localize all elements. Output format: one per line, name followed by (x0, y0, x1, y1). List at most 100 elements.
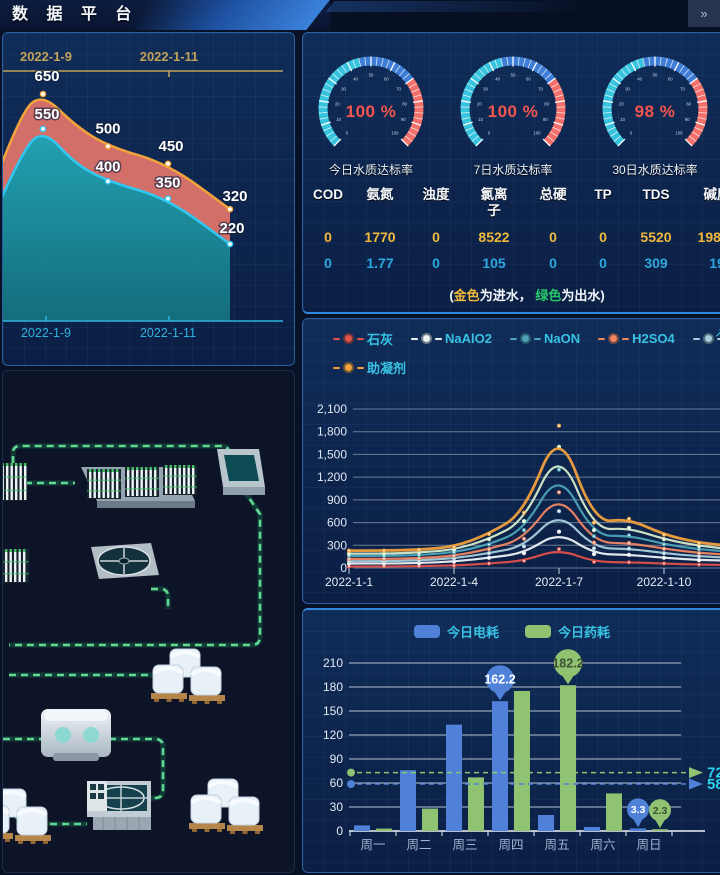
daily-consumption-bar-chart: 0 30 60 90 120 150 180 210 周一 周二 周三 周四 周五 周六 周日 72.9758… (323, 649, 720, 852)
svg-text:2022-1-9: 2022-1-9 (20, 49, 72, 64)
svg-text:10: 10 (478, 117, 483, 122)
inlet-outlet-area-panel: 2022-1-9 2022-1-11 2022-1-9 2022-1-11 650 550… (2, 32, 295, 366)
svg-text:70: 70 (538, 87, 543, 92)
svg-text:周四: 周四 (498, 838, 523, 852)
svg-text:30: 30 (341, 87, 346, 92)
svg-text:1,500: 1,500 (317, 447, 347, 461)
gauge-label: 30日水质达标率 (612, 163, 698, 177)
legend-item-今日电耗[interactable]: 今日电耗 (413, 622, 499, 641)
svg-text:182.2: 182.2 (552, 657, 583, 671)
svg-text:0: 0 (488, 131, 491, 136)
gauge-today: 0 10 20 30 40 50 60 70 80 90 100 100 % 今日水质达标率 (313, 47, 429, 178)
table-cell: 1770 (364, 229, 396, 245)
gauge-label: 今日水质达标率 (328, 163, 413, 177)
svg-text:2022-1-11: 2022-1-11 (140, 326, 196, 340)
legend-label: 助凝剂 (367, 361, 407, 376)
water-quality-panel: 0 10 20 30 40 50 60 70 80 90 100 100 % 今日水质达标率 0 10 20… (302, 32, 720, 314)
legend-marker-icon (608, 333, 620, 344)
table-cell: 8522 (478, 229, 510, 245)
membrane-racks[interactable] (3, 463, 197, 583)
svg-text:550: 550 (34, 106, 59, 123)
svg-text:周六: 周六 (590, 838, 615, 852)
table-cell: 0 (324, 255, 332, 271)
page-title: 数 据 平 台 (12, 6, 139, 23)
clarifier-2[interactable] (87, 781, 151, 830)
svg-text:50: 50 (369, 73, 374, 78)
legend-marker-icon (519, 333, 531, 344)
table-row: COD 氨氮 浊度 氯离子 总硬 TP TDS 碱度 (305, 187, 720, 221)
gauge-30day: 0 10 20 30 40 50 60 70 80 90 100 98 % 30日水质达标率 (597, 47, 713, 178)
legend-swatch-icon (525, 625, 551, 638)
svg-text:60: 60 (668, 76, 673, 81)
gauge-7day: 0 10 20 30 40 50 60 70 80 90 100 100 % 7日水质达标率 (455, 47, 571, 178)
svg-text:100: 100 (533, 131, 541, 136)
table-cell: 19 (709, 255, 720, 271)
svg-text:300: 300 (327, 538, 347, 552)
settling-basin[interactable] (217, 449, 265, 495)
svg-text:72.97: 72.97 (707, 765, 720, 782)
svg-text:70: 70 (396, 87, 401, 92)
table-cell: 总硬 (539, 187, 567, 202)
legend-item-H2SO4[interactable]: H2SO4 (598, 331, 675, 346)
svg-text:100: 100 (391, 131, 399, 136)
svg-text:2022-1-7: 2022-1-7 (535, 575, 583, 589)
svg-text:2,100: 2,100 (317, 402, 347, 416)
svg-text:30: 30 (330, 800, 344, 814)
svg-text:80: 80 (402, 101, 407, 106)
legend-item-今日药耗[interactable]: 今日药耗 (525, 622, 610, 641)
svg-text:40: 40 (495, 76, 500, 81)
svg-text:0: 0 (340, 561, 347, 575)
table-cell: 105 (482, 255, 506, 271)
svg-text:180: 180 (323, 680, 343, 694)
table-row: 0 1770 0 8522 0 0 5520 19800 (305, 229, 720, 245)
legend-item-NaAlO2[interactable]: NaAlO2 (411, 331, 492, 346)
svg-text:90: 90 (685, 117, 690, 122)
svg-text:90: 90 (543, 117, 548, 122)
header-swoosh-decor (126, 0, 330, 30)
legend-item-NaON[interactable]: NaON (509, 331, 580, 346)
table-cell: 0 (549, 229, 557, 245)
water-quality-table: COD 氨氮 浊度 氯离子 总硬 TP TDS 碱度 0 1770 0 8522 0 0 5520 19800… (305, 187, 720, 304)
svg-text:60: 60 (526, 76, 531, 81)
table-cell: 0 (599, 229, 607, 245)
table-cell: 浊度 (422, 187, 450, 202)
legend-marker-icon (343, 362, 354, 373)
material-bag-stacks[interactable] (3, 648, 263, 844)
svg-text:2022-1-4: 2022-1-4 (430, 575, 478, 589)
sludge-machine[interactable] (41, 709, 111, 761)
svg-text:2.3: 2.3 (653, 805, 668, 817)
chemical-usage-line-chart: 0 300 600 900 1,200 1,500 1,800 2,100 2022-1-1 20… (317, 402, 720, 589)
table-cell: 0 (549, 255, 557, 271)
svg-text:20: 20 (477, 101, 482, 106)
svg-text:120: 120 (323, 728, 343, 742)
legend-swatch-icon (413, 625, 440, 638)
svg-text:3.3: 3.3 (631, 804, 646, 816)
svg-text:10: 10 (620, 117, 625, 122)
svg-text:58.74: 58.74 (707, 776, 720, 793)
svg-text:162.2: 162.2 (484, 673, 515, 687)
legend-label: NaAlO2 (445, 331, 492, 346)
collapse-icon[interactable]: » (688, 0, 720, 27)
table-cell: TDS (642, 187, 670, 202)
svg-text:0: 0 (346, 131, 349, 136)
svg-text:20: 20 (335, 101, 340, 106)
svg-text:2022-1-9: 2022-1-9 (21, 326, 71, 340)
table-cell: TP (594, 187, 612, 202)
svg-text:2022-1-10: 2022-1-10 (637, 575, 692, 589)
table-cell: 氨氮 (366, 187, 394, 202)
header-bar: 数 据 平 台 » (0, 0, 720, 30)
panel-expand-icon[interactable]: ↗ (714, 325, 720, 341)
table-cell: 1.77 (366, 255, 394, 271)
legend-item-HCL[interactable]: HCL (692, 331, 720, 346)
table-cell: 0 (432, 229, 440, 245)
facility-3d-scene[interactable] (3, 371, 294, 872)
svg-text:1,800: 1,800 (317, 425, 347, 439)
table-note: (金色为进水， 绿色为出水) (449, 288, 605, 303)
legend-item-石灰[interactable]: 石灰 (333, 329, 393, 348)
svg-text:30: 30 (625, 87, 630, 92)
legend-item-助凝剂[interactable]: 助凝剂 (333, 358, 406, 377)
clarifier-1[interactable] (91, 543, 159, 579)
svg-text:100 %: 100 % (488, 102, 539, 121)
svg-text:40: 40 (637, 76, 642, 81)
svg-text:100: 100 (675, 131, 683, 136)
